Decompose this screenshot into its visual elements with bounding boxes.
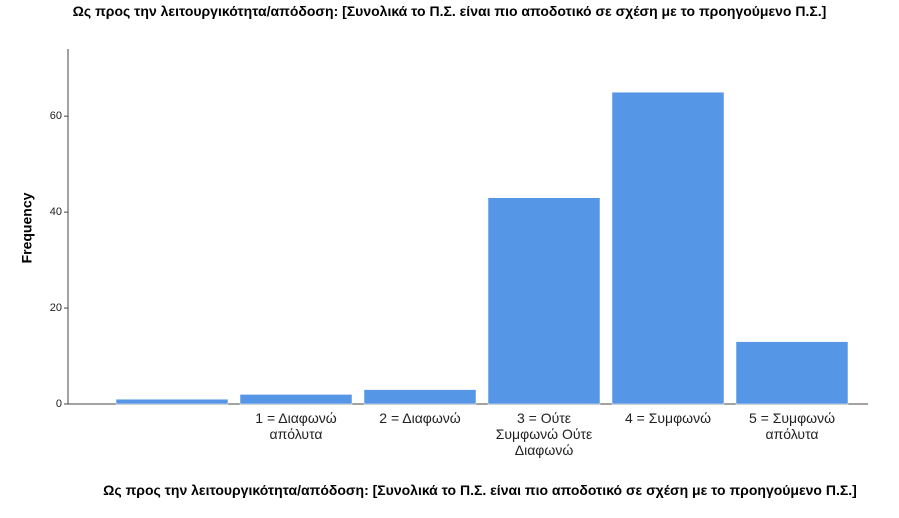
- y-tick-label: 0: [56, 398, 62, 410]
- x-tick-label: 5 = Συμφωνώ απόλυτα: [748, 410, 836, 442]
- x-tick-label: 2 = Διαφωνώ: [379, 410, 461, 426]
- bar: [487, 197, 601, 405]
- chart-title: Ως προς την λειτουργικότητα/απόδοση: [Συ…: [72, 3, 827, 19]
- bar: [735, 341, 849, 405]
- bar: [239, 394, 353, 405]
- bar: [115, 398, 229, 405]
- y-tick-label: 40: [50, 206, 62, 218]
- x-axis-label: Ως προς την λειτουργικότητα/απόδοση: [Συ…: [103, 482, 857, 498]
- y-tick-label: 20: [50, 302, 62, 314]
- x-tick-label: 3 = Ούτε Συμφωνώ Ούτε Διαφωνώ: [495, 410, 593, 458]
- bar: [363, 389, 477, 405]
- x-tick-label: 1 = Διαφωνώ απόλυτα: [255, 410, 337, 442]
- x-tick-label: 4 = Συμφωνώ: [624, 410, 712, 426]
- y-tick-label: 60: [50, 110, 62, 122]
- y-axis-label: Frequency: [19, 192, 35, 263]
- bar: [611, 91, 725, 405]
